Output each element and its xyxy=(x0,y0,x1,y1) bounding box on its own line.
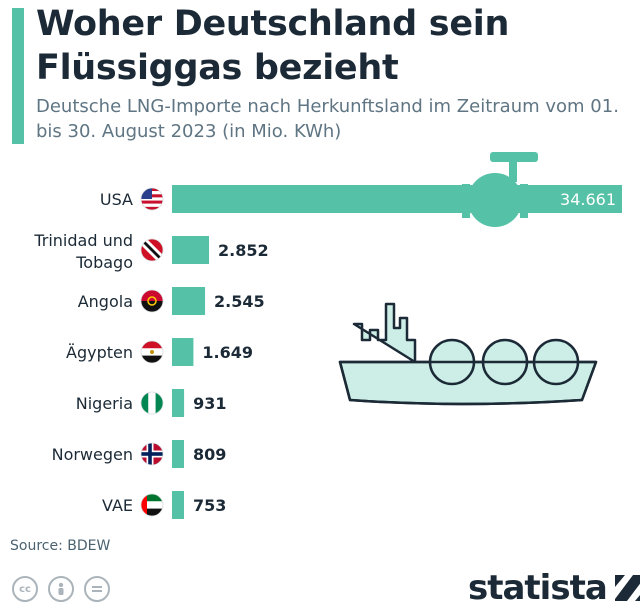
bar-1 xyxy=(172,236,210,264)
bar-4 xyxy=(172,389,185,417)
value-label-2: 2.545 xyxy=(214,292,265,311)
statista-logo[interactable]: statista xyxy=(468,568,640,608)
bar-5 xyxy=(172,440,184,468)
chart-title: Woher Deutschland sein Flüssiggas bezieh… xyxy=(36,4,510,88)
value-label-4: 931 xyxy=(193,394,226,413)
category-label-6: VAE xyxy=(102,496,133,515)
statista-logo-icon xyxy=(614,575,640,601)
equals-icon[interactable] xyxy=(84,576,110,602)
category-label-4: Nigeria xyxy=(76,394,133,413)
bar-0 xyxy=(172,185,622,213)
person-icon[interactable] xyxy=(48,576,74,602)
bar-6 xyxy=(172,491,184,519)
flag-icon-us xyxy=(140,187,164,211)
category-label-0: USA xyxy=(100,190,133,209)
value-label-3: 1.649 xyxy=(202,343,253,362)
accent-bar xyxy=(12,8,24,144)
license-icons: cc xyxy=(12,576,110,602)
flag-icon-no xyxy=(140,442,164,466)
lng-tanker-icon xyxy=(338,302,598,406)
flag-icon-ae xyxy=(140,493,164,517)
source-note: Source: BDEW xyxy=(10,538,111,554)
bar-2 xyxy=(172,287,206,315)
category-label-1: Trinidad und Tobago xyxy=(33,231,133,272)
flag-icon-ao xyxy=(140,289,164,313)
flag-icon-tt xyxy=(140,238,164,262)
flag-icon-eg xyxy=(140,340,164,364)
value-label-1: 2.852 xyxy=(218,241,269,260)
bar-3 xyxy=(172,338,194,366)
value-label-5: 809 xyxy=(193,445,226,464)
chart-subtitle: Deutsche LNG-Importe nach Herkunftsland … xyxy=(36,96,619,142)
cc-icon[interactable]: cc xyxy=(12,576,38,602)
value-label-0: 34.661 xyxy=(560,190,616,209)
brand-name: statista xyxy=(468,568,608,608)
value-label-6: 753 xyxy=(193,496,226,515)
category-label-3: Ägypten xyxy=(66,343,133,362)
flag-icon-ng xyxy=(140,391,164,415)
category-label-2: Angola xyxy=(78,292,133,311)
category-label-5: Norwegen xyxy=(52,445,133,464)
